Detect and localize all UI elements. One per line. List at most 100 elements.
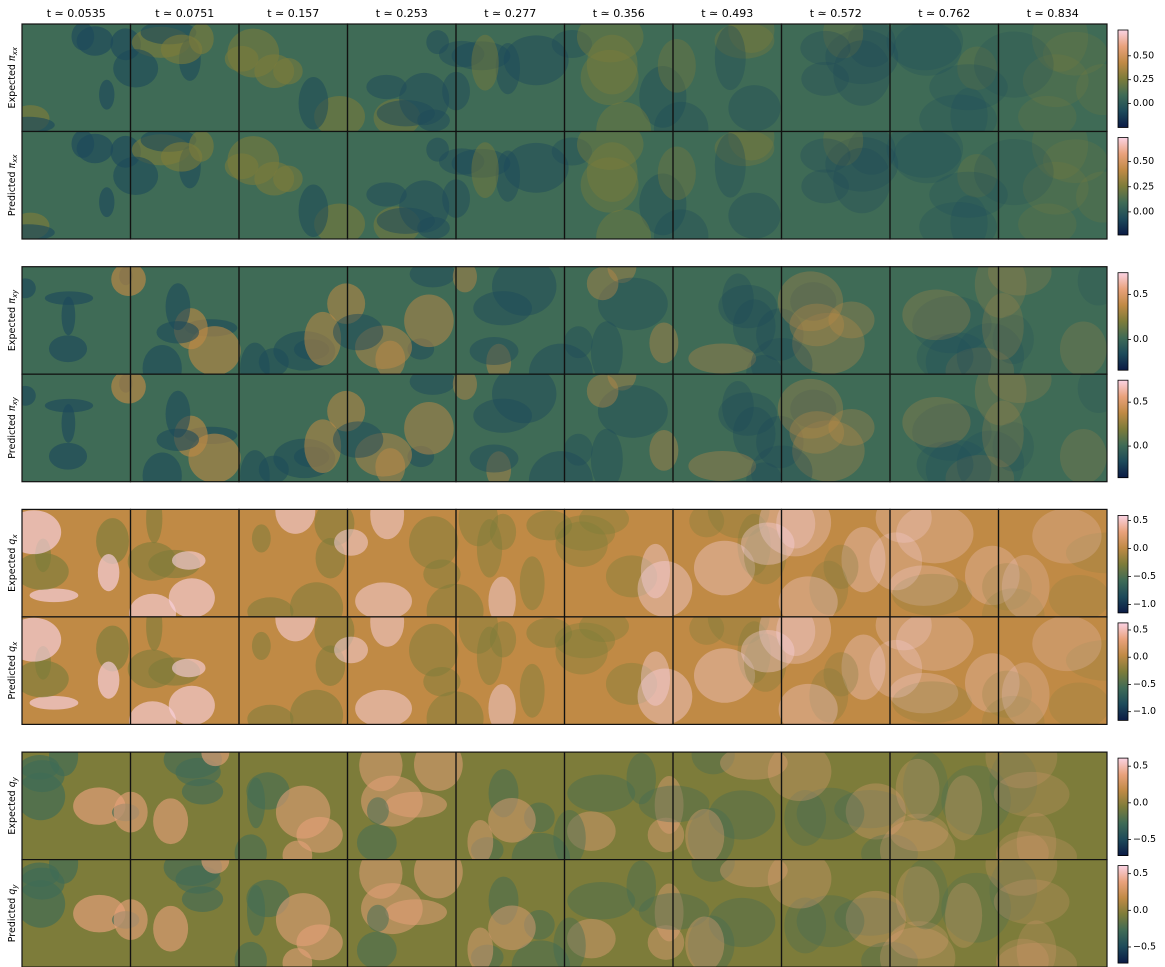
field-blob bbox=[903, 752, 949, 822]
field-blob bbox=[879, 927, 956, 967]
field-blob bbox=[22, 552, 69, 590]
field-blob bbox=[685, 808, 725, 860]
field-blob bbox=[503, 35, 569, 86]
field-blob bbox=[355, 582, 412, 617]
field-blob bbox=[452, 374, 477, 400]
field-blob bbox=[875, 509, 932, 543]
field-blob bbox=[607, 374, 637, 391]
field-blob bbox=[1077, 374, 1107, 413]
field-blob bbox=[756, 415, 804, 469]
field-blob bbox=[234, 834, 267, 860]
field-blob bbox=[470, 944, 504, 967]
field-blob bbox=[691, 859, 735, 882]
column-title: t ≃ 0.572 bbox=[810, 7, 862, 20]
field-blob bbox=[524, 802, 555, 833]
field-blob bbox=[649, 430, 679, 471]
field-blob bbox=[251, 524, 271, 553]
field-blob bbox=[847, 24, 896, 68]
column-title: t ≃ 0.0751 bbox=[155, 7, 214, 20]
field-blob bbox=[146, 616, 163, 651]
field-blob bbox=[974, 374, 1027, 426]
field-blob bbox=[743, 526, 787, 585]
field-blob bbox=[639, 65, 687, 128]
field-blob bbox=[495, 42, 521, 95]
field-blob bbox=[370, 509, 405, 540]
field-blob bbox=[171, 658, 206, 678]
field-blob bbox=[334, 636, 369, 664]
field-blob bbox=[886, 131, 964, 178]
field-blob bbox=[640, 651, 671, 706]
field-blob bbox=[551, 29, 593, 59]
field-blob bbox=[823, 24, 864, 59]
row-label-symbol: π bbox=[7, 405, 18, 411]
field-blob bbox=[640, 543, 671, 599]
field-blob bbox=[758, 509, 832, 557]
field-blob bbox=[985, 752, 1058, 789]
row-label: Predicted qx bbox=[7, 641, 20, 700]
field-blob bbox=[714, 131, 775, 167]
field-blob bbox=[458, 616, 498, 654]
field-blob bbox=[22, 278, 36, 299]
field-blob bbox=[156, 428, 200, 451]
field-blob bbox=[902, 396, 971, 448]
colorbar-tick-label: −1.0 bbox=[1133, 599, 1156, 610]
field-blob bbox=[691, 752, 735, 775]
colorbar-tick-label: −0.5 bbox=[1133, 941, 1156, 952]
field-blob bbox=[637, 668, 693, 725]
field-blob bbox=[845, 783, 906, 840]
field-blob bbox=[1048, 574, 1107, 617]
field-blob bbox=[1001, 662, 1050, 725]
field-blob bbox=[289, 582, 344, 617]
panel bbox=[997, 373, 1108, 483]
field-blob bbox=[974, 266, 1027, 318]
field-blob bbox=[370, 616, 405, 647]
field-blob bbox=[356, 824, 397, 860]
field-blob bbox=[247, 704, 294, 725]
field-blob bbox=[438, 148, 485, 175]
field-blob bbox=[778, 683, 838, 725]
field-blob bbox=[111, 266, 146, 297]
row-label-symbol: q bbox=[7, 889, 18, 895]
field-blob bbox=[579, 616, 629, 643]
field-blob bbox=[777, 378, 844, 439]
field-blob bbox=[366, 74, 407, 100]
field-blob bbox=[488, 876, 519, 925]
colorbar-tick-label: 0.50 bbox=[1133, 50, 1154, 61]
field-blob bbox=[426, 30, 449, 55]
colorbar-tick-label: 0.5 bbox=[1133, 289, 1148, 300]
field-blob bbox=[97, 553, 120, 592]
field-blob bbox=[564, 326, 593, 359]
row-label: Predicted qy bbox=[7, 884, 20, 943]
field-blob bbox=[597, 385, 668, 438]
field-blob bbox=[1022, 54, 1089, 108]
field-blob bbox=[823, 131, 864, 166]
colorbar-tick-label: 0.5 bbox=[1133, 868, 1148, 879]
field-blob bbox=[298, 77, 329, 130]
row-label-prefix: Predicted bbox=[7, 898, 18, 943]
field-blob bbox=[146, 509, 163, 544]
field-blob bbox=[526, 510, 573, 541]
field-blob bbox=[728, 192, 781, 239]
field-blob bbox=[586, 266, 619, 301]
colorbar-tick-label: 0.0 bbox=[1133, 652, 1148, 663]
row-label-prefix: Expected bbox=[7, 548, 18, 592]
field-blob bbox=[992, 314, 1034, 364]
colorbar-tick-label: 0.0 bbox=[1133, 334, 1148, 345]
field-blob bbox=[551, 137, 593, 166]
field-blob bbox=[886, 24, 964, 71]
colorbar-tick-label: 0.5 bbox=[1133, 624, 1148, 635]
field-blob bbox=[469, 444, 519, 473]
field-blob bbox=[564, 433, 593, 466]
field-blob bbox=[945, 775, 983, 841]
field-blob bbox=[732, 299, 776, 354]
colorbar-tick-label: 0.00 bbox=[1133, 206, 1154, 217]
field-blob bbox=[956, 323, 1025, 375]
field-blob bbox=[304, 419, 342, 473]
field-blob bbox=[869, 532, 923, 591]
field-blob bbox=[258, 455, 289, 482]
field-blob bbox=[737, 513, 771, 576]
field-blob bbox=[129, 701, 176, 725]
field-blob bbox=[555, 521, 608, 568]
field-blob bbox=[964, 653, 1020, 713]
field-blob bbox=[76, 133, 114, 164]
